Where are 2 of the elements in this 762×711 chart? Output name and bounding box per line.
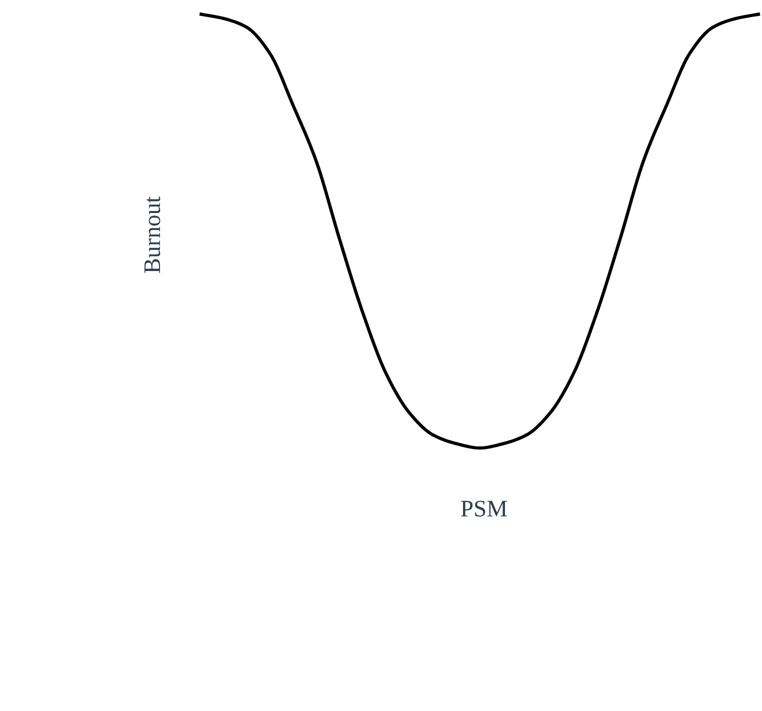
y-axis-title: Burnout bbox=[144, 196, 160, 274]
x-axis-title: PSM bbox=[461, 500, 507, 517]
